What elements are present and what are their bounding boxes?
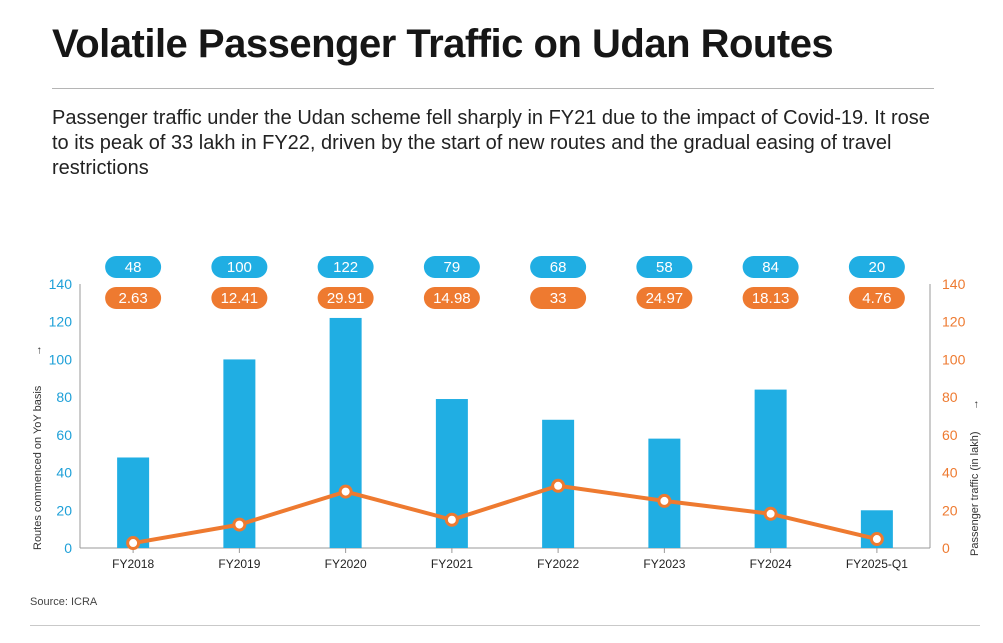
traffic-value-label: 24.97 [646, 290, 684, 307]
footer-divider [30, 625, 980, 626]
y-left-tick-label: 100 [49, 351, 73, 367]
x-tick-label: FY2018 [112, 557, 154, 571]
bar [329, 317, 362, 548]
y-right-tick-label: 0 [942, 540, 950, 556]
route-count-label: 122 [333, 259, 358, 276]
route-count-pill [742, 256, 799, 278]
route-count-pill [211, 256, 268, 278]
y-left-tick-label: 20 [56, 502, 72, 518]
route-count-pill [636, 256, 693, 278]
route-count-label: 84 [762, 259, 779, 276]
bar [754, 389, 787, 548]
line-series [126, 478, 884, 551]
combo-chart: 48 100 122 79 68 58 84 20 2.63 12.41 29.91 14.98 33 2… [32, 256, 981, 571]
route-count-pill [530, 256, 587, 278]
value-pills: 48 100 122 79 68 58 84 20 2.63 12.41 29.91 14.98 33 2… [105, 256, 905, 309]
y-axis-left-label: Routes commenced on YoY basis [32, 385, 44, 550]
y-left-tick-label: 60 [56, 427, 72, 443]
line-point [869, 532, 884, 547]
source-note: Source: ICRA [30, 596, 98, 608]
bar [648, 438, 681, 548]
line-point [338, 484, 353, 499]
traffic-value-label: 33 [550, 290, 567, 307]
line-point [763, 506, 778, 521]
y-axis-right-arrow: → [969, 399, 981, 410]
traffic-value-pill [530, 287, 587, 309]
traffic-value-label: 12.41 [221, 290, 259, 307]
bar [117, 457, 150, 548]
axis-titles: Routes commenced on YoY basis → Passenge… [32, 345, 981, 556]
traffic-value-pill [742, 287, 799, 309]
tick-labels: 0 20 40 60 80 100 120 140 0 20 40 60 80 100 120 140 FY20… [49, 276, 966, 571]
x-tick-label: FY2019 [218, 557, 260, 571]
route-count-label: 79 [444, 259, 461, 276]
y-right-tick-label: 60 [942, 427, 958, 443]
x-tick-label: FY2020 [325, 557, 367, 571]
traffic-value-pill [211, 287, 268, 309]
title-divider [52, 88, 934, 89]
route-count-pill [105, 256, 162, 278]
x-tick-label: FY2025-Q1 [846, 557, 908, 571]
route-count-label: 20 [869, 259, 886, 276]
line-point [126, 536, 141, 551]
traffic-value-pill [636, 287, 693, 309]
chart-title: Volatile Passenger Traffic on Udan Route… [52, 22, 834, 66]
x-tick-label: FY2021 [431, 557, 473, 571]
route-count-label: 68 [550, 259, 567, 276]
y-left-tick-label: 0 [64, 540, 72, 556]
route-count-label: 100 [227, 259, 252, 276]
traffic-value-label: 18.13 [752, 290, 790, 307]
y-right-tick-label: 120 [942, 314, 966, 330]
chart-subtitle: Passenger traffic under the Udan scheme … [52, 107, 930, 179]
traffic-value-label: 2.63 [119, 290, 148, 307]
traffic-value-pill [317, 287, 374, 309]
route-count-pill [423, 256, 480, 278]
y-right-tick-label: 20 [942, 502, 958, 518]
route-count-pill [848, 256, 905, 278]
passenger-traffic-line [132, 483, 878, 546]
y-right-tick-label: 80 [942, 389, 958, 405]
bar [223, 359, 256, 548]
route-count-pill [317, 256, 374, 278]
y-left-tick-label: 140 [49, 276, 73, 292]
line-point [657, 493, 672, 508]
line-point [444, 512, 459, 527]
line-point [232, 517, 247, 532]
traffic-value-pill [848, 287, 905, 309]
y-right-tick-label: 100 [942, 351, 966, 367]
x-tick-label: FY2023 [643, 557, 685, 571]
traffic-value-pill [105, 287, 162, 309]
line-point [551, 478, 566, 493]
route-count-label: 58 [656, 259, 673, 276]
traffic-value-label: 4.76 [862, 290, 891, 307]
traffic-value-label: 14.98 [433, 290, 471, 307]
y-axis-right-label: Passenger traffic (in lakh) [969, 431, 981, 556]
x-tick-label: FY2022 [537, 557, 579, 571]
y-axis-left-arrow: → [32, 345, 44, 356]
y-right-tick-label: 140 [942, 276, 966, 292]
route-count-label: 48 [125, 259, 142, 276]
traffic-value-pill [423, 287, 480, 309]
y-left-tick-label: 120 [49, 314, 73, 330]
y-right-tick-label: 40 [942, 465, 958, 481]
y-left-tick-label: 80 [56, 389, 72, 405]
x-tick-label: FY2024 [750, 557, 792, 571]
traffic-value-label: 29.91 [327, 290, 365, 307]
axis-layer [79, 284, 931, 553]
y-left-tick-label: 40 [56, 465, 72, 481]
